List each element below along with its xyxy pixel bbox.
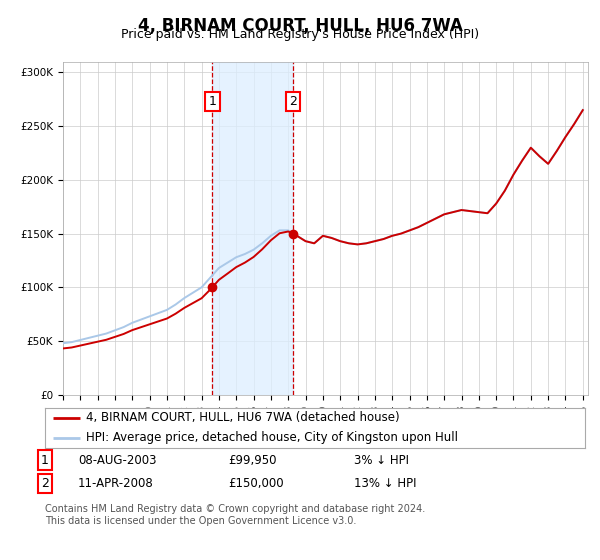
Text: 13% ↓ HPI: 13% ↓ HPI: [354, 477, 416, 490]
Text: 1: 1: [209, 95, 217, 108]
Text: HPI: Average price, detached house, City of Kingston upon Hull: HPI: Average price, detached house, City…: [86, 431, 458, 445]
Text: 2: 2: [289, 95, 297, 108]
Text: £99,950: £99,950: [228, 454, 277, 466]
Text: £150,000: £150,000: [228, 477, 284, 490]
Text: 08-AUG-2003: 08-AUG-2003: [78, 454, 157, 466]
Text: 1: 1: [41, 454, 49, 466]
Text: Contains HM Land Registry data © Crown copyright and database right 2024.
This d: Contains HM Land Registry data © Crown c…: [45, 504, 425, 526]
Bar: [212, 62, 293, 395]
Text: 3% ↓ HPI: 3% ↓ HPI: [354, 454, 409, 466]
Text: 2: 2: [41, 477, 49, 490]
Text: 4, BIRNAM COURT, HULL, HU6 7WA: 4, BIRNAM COURT, HULL, HU6 7WA: [137, 17, 463, 35]
Text: 11-APR-2008: 11-APR-2008: [78, 477, 154, 490]
Text: 4, BIRNAM COURT, HULL, HU6 7WA (detached house): 4, BIRNAM COURT, HULL, HU6 7WA (detached…: [86, 411, 399, 424]
Text: Price paid vs. HM Land Registry's House Price Index (HPI): Price paid vs. HM Land Registry's House …: [121, 28, 479, 41]
